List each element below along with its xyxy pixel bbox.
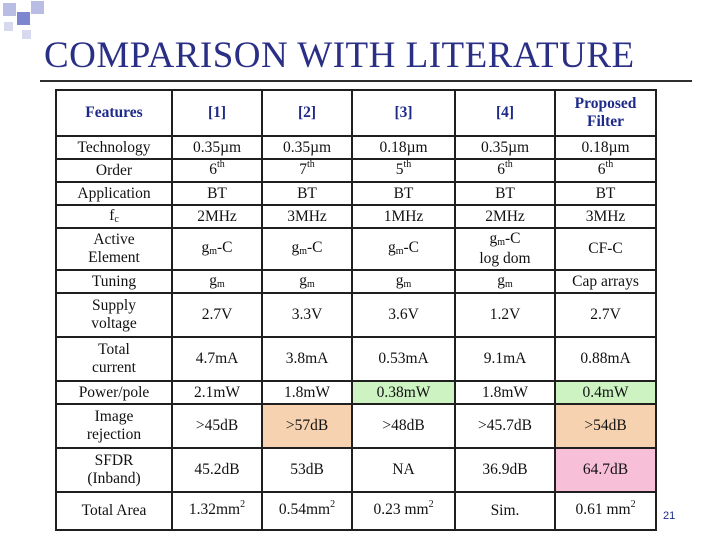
table-cell: NA	[351, 447, 456, 493]
table-cell: 0.88mA	[554, 336, 657, 382]
header-proposed-filter: Proposed Filter	[554, 89, 657, 137]
slide-title: COMPARISON WITH LITERATURE	[44, 35, 635, 76]
table-cell: >45.7dB	[454, 403, 556, 449]
table-row: Total Area 1.32mm2 0.54mm2 0.23 mm2 Sim. 0.61…	[55, 491, 657, 531]
table-cell: 4.7mA	[171, 336, 263, 382]
table-cell: 3.8mA	[261, 336, 353, 382]
table-cell: 2MHz	[454, 204, 556, 229]
table-cell: 0.23 mm2	[351, 491, 456, 531]
feature-label: Tuning	[55, 269, 173, 294]
table-cell: 53dB	[261, 447, 353, 493]
header-ref-4: [4]	[454, 89, 556, 137]
table-cell: 1.32mm2	[171, 491, 263, 531]
table-cell: 3.3V	[261, 292, 353, 338]
table-row: Supply voltage 2.7V 3.3V 3.6V 1.2V 2.7V	[55, 292, 657, 338]
table-cell: 0.18µm	[351, 135, 456, 160]
table-cell: BT	[351, 181, 456, 206]
table-cell: 6th	[171, 158, 263, 183]
table-row: Active Element gm-C gm-C gm-C gm-C log dom CF-C	[55, 227, 657, 271]
table-cell: 0.53mA	[351, 336, 456, 382]
table-cell: 3MHz	[261, 204, 353, 229]
header-ref-2: [2]	[261, 89, 353, 137]
table-cell: BT	[454, 181, 556, 206]
table-cell: 6th	[554, 158, 657, 183]
table-cell: 2MHz	[171, 204, 263, 229]
table-cell: 2.1mW	[171, 380, 263, 405]
feature-label: Technology	[55, 135, 173, 160]
feature-label: Total current	[55, 336, 173, 382]
table-cell: 0.54mm2	[261, 491, 353, 531]
table-cell: 45.2dB	[171, 447, 263, 493]
table-cell: gm-C	[261, 227, 353, 271]
header-features: Features	[55, 89, 173, 137]
table-cell: gm-C	[171, 227, 263, 271]
table-cell: gm	[351, 269, 456, 294]
table-cell: CF-C	[554, 227, 657, 271]
table-cell: 64.7dB	[554, 447, 657, 493]
table-cell: 6th	[454, 158, 556, 183]
table-cell: 0.35µm	[261, 135, 353, 160]
table-row: Image rejection >45dB >57dB >48dB >45.7dB >54d…	[55, 403, 657, 449]
feature-label: Image rejection	[55, 403, 173, 449]
table-cell: BT	[171, 181, 263, 206]
table-cell: 0.4mW	[554, 380, 657, 405]
table-cell: gm	[171, 269, 263, 294]
header-ref-3: [3]	[351, 89, 456, 137]
table-cell: Sim.	[454, 491, 556, 531]
table-cell: 1MHz	[351, 204, 456, 229]
table-cell: 3MHz	[554, 204, 657, 229]
table-row: Tuning gm gm gm gm Cap arrays	[55, 269, 657, 294]
table-cell: >45dB	[171, 403, 263, 449]
table-cell: BT	[554, 181, 657, 206]
table-cell: 1.8mW	[261, 380, 353, 405]
table-row: SFDR (Inband) 45.2dB 53dB NA 36.9dB 64.7dB	[55, 447, 657, 493]
table-cell: gm	[261, 269, 353, 294]
table-cell: gm	[454, 269, 556, 294]
table-cell: gm-C log dom	[454, 227, 556, 271]
table-cell: 9.1mA	[454, 336, 556, 382]
feature-label: fc	[55, 204, 173, 229]
header-ref-1: [1]	[171, 89, 263, 137]
feature-label: Application	[55, 181, 173, 206]
table-row: fc 2MHz 3MHz 1MHz 2MHz 3MHz	[55, 204, 657, 229]
feature-label: Order	[55, 158, 173, 183]
table-cell: BT	[261, 181, 353, 206]
table-cell: 7th	[261, 158, 353, 183]
title-underline	[40, 80, 692, 82]
table-cell: 2.7V	[171, 292, 263, 338]
table-header-row: Features [1] [2] [3] [4] Proposed Filter	[55, 89, 657, 137]
table-row: Technology 0.35µm 0.35µm 0.18µm 0.35µm 0.18µm	[55, 135, 657, 160]
table-cell: 0.18µm	[554, 135, 657, 160]
table-cell: 1.2V	[454, 292, 556, 338]
feature-label: SFDR (Inband)	[55, 447, 173, 493]
feature-label: Supply voltage	[55, 292, 173, 338]
table-cell: >54dB	[554, 403, 657, 449]
table-cell: 2.7V	[554, 292, 657, 338]
table-cell: 36.9dB	[454, 447, 556, 493]
feature-label: Total Area	[55, 491, 173, 531]
table-cell: 5th	[351, 158, 456, 183]
table-row: Power/pole 2.1mW 1.8mW 0.38mW 1.8mW 0.4mW	[55, 380, 657, 405]
feature-label: Power/pole	[55, 380, 173, 405]
table-row: Total current 4.7mA 3.8mA 0.53mA 9.1mA 0.88mA	[55, 336, 657, 382]
table-row: Application BT BT BT BT BT	[55, 181, 657, 206]
table-cell: 0.35µm	[171, 135, 263, 160]
table-cell: gm-C	[351, 227, 456, 271]
table-cell: Cap arrays	[554, 269, 657, 294]
table-cell: 0.35µm	[454, 135, 556, 160]
table-cell: 1.8mW	[454, 380, 556, 405]
table-cell: >57dB	[261, 403, 353, 449]
table-cell: >48dB	[351, 403, 456, 449]
table-cell: 3.6V	[351, 292, 456, 338]
table-cell: 0.61 mm2	[554, 491, 657, 531]
comparison-table: Features [1] [2] [3] [4] Proposed Filter …	[55, 89, 657, 531]
table-row: Order 6th 7th 5th 6th 6th	[55, 158, 657, 183]
page-number: 21	[663, 510, 676, 522]
table-cell: 0.38mW	[351, 380, 456, 405]
feature-label: Active Element	[55, 227, 173, 271]
